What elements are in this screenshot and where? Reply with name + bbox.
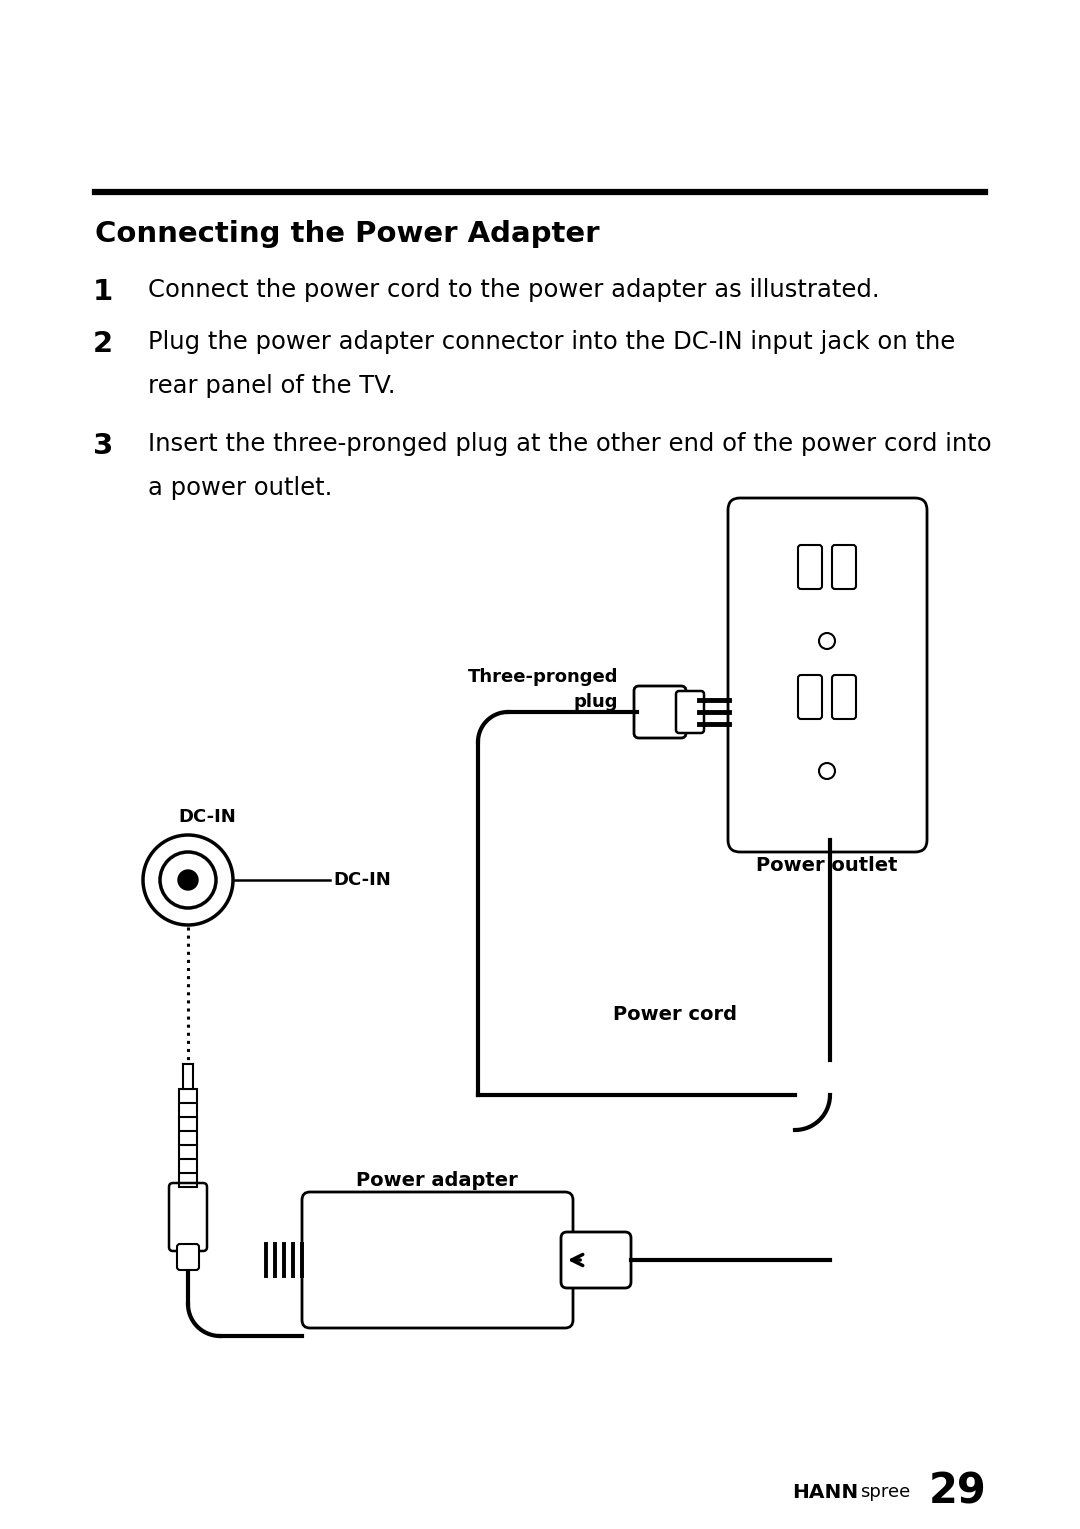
Text: Power cord: Power cord (613, 1005, 737, 1024)
Text: a power outlet.: a power outlet. (148, 476, 333, 500)
Text: Plug the power adapter connector into the DC-IN input jack on the: Plug the power adapter connector into th… (148, 330, 955, 355)
Circle shape (143, 835, 233, 925)
Text: Connect the power cord to the power adapter as illustrated.: Connect the power cord to the power adap… (148, 278, 879, 303)
FancyBboxPatch shape (634, 687, 686, 739)
Text: 29: 29 (929, 1471, 987, 1514)
Text: 2: 2 (93, 330, 113, 358)
Circle shape (178, 870, 198, 890)
Circle shape (819, 633, 835, 648)
Text: HANN: HANN (792, 1483, 858, 1501)
FancyBboxPatch shape (832, 674, 856, 719)
Text: rear panel of the TV.: rear panel of the TV. (148, 375, 395, 398)
Text: DC-IN: DC-IN (333, 872, 391, 888)
FancyBboxPatch shape (302, 1193, 573, 1329)
FancyBboxPatch shape (168, 1183, 207, 1251)
Text: spree: spree (860, 1483, 910, 1501)
Text: Three-pronged
plug: Three-pronged plug (468, 668, 618, 711)
FancyBboxPatch shape (177, 1245, 199, 1271)
Circle shape (160, 852, 216, 908)
FancyBboxPatch shape (728, 498, 927, 852)
Text: Insert the three-pronged plug at the other end of the power cord into: Insert the three-pronged plug at the oth… (148, 433, 991, 456)
FancyBboxPatch shape (798, 674, 822, 719)
Text: Power outlet: Power outlet (756, 856, 897, 875)
FancyBboxPatch shape (676, 691, 704, 732)
Circle shape (819, 763, 835, 778)
Text: Power adapter: Power adapter (356, 1171, 518, 1190)
FancyBboxPatch shape (561, 1232, 631, 1287)
Text: DC-IN: DC-IN (178, 807, 235, 826)
Text: Connecting the Power Adapter: Connecting the Power Adapter (95, 220, 599, 248)
FancyBboxPatch shape (832, 544, 856, 589)
FancyBboxPatch shape (798, 544, 822, 589)
Text: 1: 1 (93, 278, 113, 306)
Text: 3: 3 (93, 433, 113, 460)
